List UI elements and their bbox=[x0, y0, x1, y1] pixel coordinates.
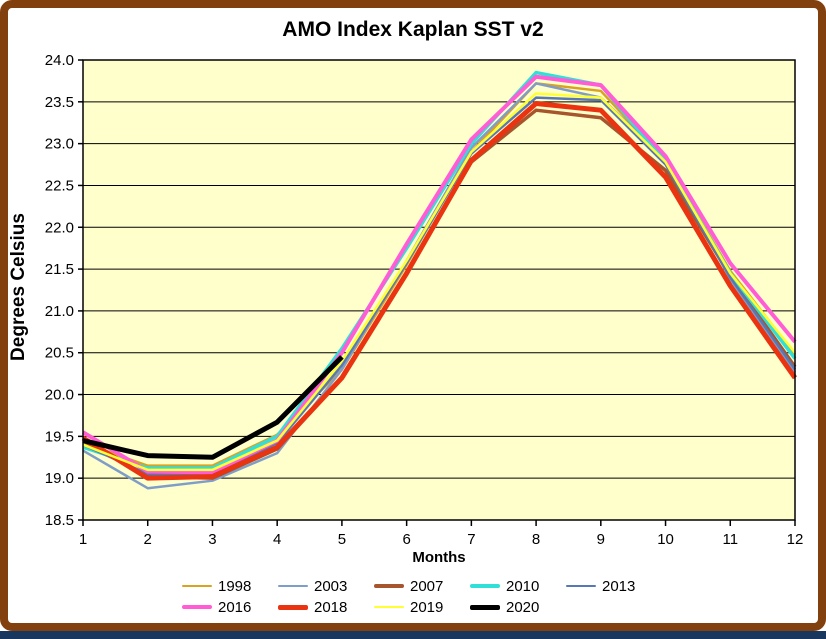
x-tick-label: 11 bbox=[722, 531, 738, 548]
legend-label-2019: 2019 bbox=[410, 598, 444, 616]
y-tick-label: 24.0 bbox=[45, 52, 74, 69]
y-tick-label: 22.0 bbox=[45, 219, 74, 236]
legend-swatch-2016 bbox=[182, 605, 212, 609]
x-axis-title: Months bbox=[412, 549, 466, 566]
x-tick-label: 10 bbox=[657, 531, 674, 548]
legend-label-2010: 2010 bbox=[506, 577, 540, 595]
legend-label-2020: 2020 bbox=[506, 598, 540, 616]
x-tick-label: 5 bbox=[338, 531, 346, 548]
legend-label-2003: 2003 bbox=[314, 577, 348, 595]
legend-label-2013: 2013 bbox=[602, 577, 636, 595]
x-tick-label: 2 bbox=[144, 531, 152, 548]
x-tick-label: 4 bbox=[273, 531, 281, 548]
legend-item-1998: 1998 bbox=[182, 577, 278, 595]
y-tick-label: 23.0 bbox=[45, 136, 74, 153]
legend-item-2013: 2013 bbox=[566, 577, 662, 595]
legend-label-1998: 1998 bbox=[218, 577, 252, 595]
y-tick-label: 23.5 bbox=[45, 94, 74, 111]
legend-item-2019: 2019 bbox=[374, 598, 470, 616]
x-tick-label: 12 bbox=[787, 531, 804, 548]
y-tick-label: 18.5 bbox=[45, 512, 74, 529]
legend-item-2018: 2018 bbox=[278, 598, 374, 616]
legend-item-2016: 2016 bbox=[182, 598, 278, 616]
y-tick-label: 21.5 bbox=[45, 261, 74, 278]
legend-swatch-2018 bbox=[278, 604, 308, 610]
legend-item-2003: 2003 bbox=[278, 577, 374, 595]
x-tick-label: 3 bbox=[208, 531, 216, 548]
legend-swatch-2010 bbox=[470, 584, 500, 588]
x-tick-label: 8 bbox=[532, 531, 540, 548]
x-tick-label: 7 bbox=[467, 531, 475, 548]
plot-background bbox=[83, 60, 795, 520]
y-tick-label: 20.5 bbox=[45, 345, 74, 362]
legend-swatch-2003 bbox=[278, 584, 308, 588]
legend-swatch-2007 bbox=[374, 584, 404, 588]
series-line-2020 bbox=[82, 355, 344, 460]
y-tick-label: 19.5 bbox=[45, 428, 74, 445]
plot-border bbox=[82, 59, 796, 521]
legend-item-2007: 2007 bbox=[374, 577, 470, 595]
series-line-2019 bbox=[82, 92, 796, 472]
series-line-2016 bbox=[81, 74, 797, 475]
legend-swatch-1998 bbox=[182, 584, 212, 588]
y-tick-label: 22.5 bbox=[45, 177, 74, 194]
x-tick-label: 6 bbox=[402, 531, 410, 548]
y-tick-label: 20.0 bbox=[45, 387, 74, 404]
x-tick-label: 9 bbox=[597, 531, 605, 548]
legend-swatch-2019 bbox=[374, 605, 404, 609]
legend-label-2007: 2007 bbox=[410, 577, 444, 595]
legend-label-2018: 2018 bbox=[314, 598, 348, 616]
legend-swatch-2020 bbox=[470, 604, 500, 610]
y-tick-label: 19.0 bbox=[45, 470, 74, 487]
legend-item-2020: 2020 bbox=[470, 598, 566, 616]
y-axis-title: Degrees Celsius bbox=[8, 213, 29, 361]
legend-swatch-2013 bbox=[566, 584, 596, 588]
y-tick-label: 21.0 bbox=[45, 303, 74, 320]
legend-label-2016: 2016 bbox=[218, 598, 252, 616]
series-line-2018 bbox=[81, 100, 798, 481]
chart-title: AMO Index Kaplan SST v2 bbox=[282, 18, 544, 41]
x-tick-label: 1 bbox=[79, 531, 87, 548]
window-edge-bar bbox=[0, 631, 826, 639]
legend-item-2010: 2010 bbox=[470, 577, 566, 595]
legend: 1998 2003 2007 2010 2013 2016 2018 2019 2020 bbox=[182, 577, 662, 616]
